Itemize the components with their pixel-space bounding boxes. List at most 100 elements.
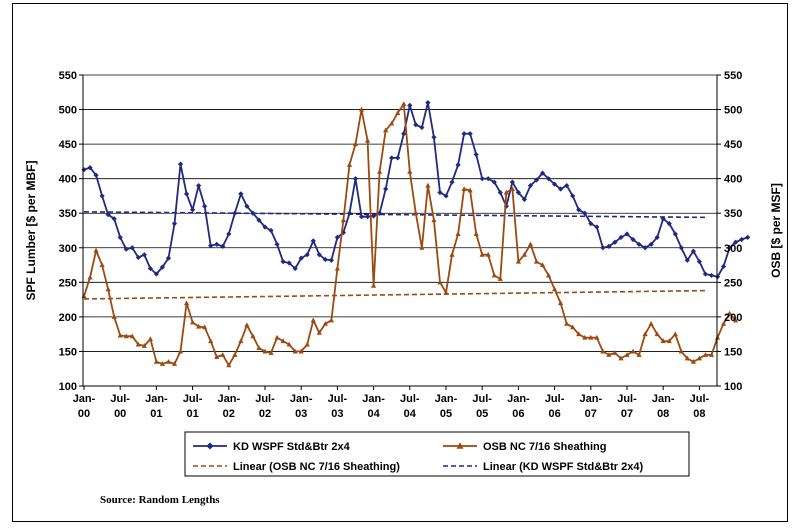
data-point xyxy=(244,203,250,209)
data-point xyxy=(322,321,328,326)
y-tick-label: 400 xyxy=(59,174,77,186)
data-point xyxy=(220,243,226,249)
x-tick-label: Jul- xyxy=(690,393,710,405)
data-point xyxy=(437,279,443,285)
data-point xyxy=(479,251,485,257)
data-point xyxy=(214,241,220,247)
data-point xyxy=(99,193,105,199)
x-tick-label: Jan- xyxy=(507,393,530,405)
data-point xyxy=(672,331,678,337)
y-axis-left-ticks: 100 150 200 250 300 350 400 450 500 550 xyxy=(59,70,83,393)
data-point xyxy=(280,338,286,344)
data-point xyxy=(358,214,365,220)
data-point xyxy=(238,338,244,344)
data-point xyxy=(467,187,473,193)
data-point xyxy=(666,338,672,344)
data-point xyxy=(449,251,455,257)
data-point xyxy=(552,286,558,292)
x-tick-label: 08 xyxy=(693,408,705,420)
data-point xyxy=(618,355,624,361)
data-point xyxy=(123,333,129,339)
x-tick-label: 00 xyxy=(78,408,90,420)
data-point xyxy=(527,241,534,247)
data-point xyxy=(196,323,202,329)
x-tick-label: Jul- xyxy=(255,393,275,405)
data-point xyxy=(304,252,310,258)
chart: 100 150 200 250 300 350 400 450 500 550 100 150 200… xyxy=(24,70,783,477)
data-point xyxy=(582,210,588,216)
data-point xyxy=(141,343,147,348)
data-point xyxy=(268,350,274,355)
data-point xyxy=(570,324,576,330)
data-point xyxy=(733,317,739,323)
legend-label: KD WSPF Std&Btr 2x4 xyxy=(233,441,351,453)
data-point xyxy=(443,193,449,199)
data-point xyxy=(491,179,497,185)
data-point xyxy=(292,265,298,272)
data-point xyxy=(509,186,515,192)
data-point xyxy=(690,359,696,364)
data-point xyxy=(196,182,202,189)
data-point xyxy=(533,258,540,264)
data-point xyxy=(720,263,727,270)
series-lines xyxy=(81,100,751,368)
data-point xyxy=(159,264,166,270)
data-point xyxy=(606,352,612,357)
data-point xyxy=(739,236,745,243)
legend-label: Linear (OSB NC 7/16 Sheathing) xyxy=(233,461,400,473)
data-point xyxy=(358,106,365,112)
data-point xyxy=(672,231,678,237)
x-tick-label: 05 xyxy=(476,408,488,420)
data-point xyxy=(413,122,419,128)
data-point xyxy=(256,217,262,223)
data-point xyxy=(232,210,238,216)
source-note: Source: Random Lengths xyxy=(100,494,220,506)
data-point xyxy=(636,241,642,247)
x-tick-label: 02 xyxy=(259,408,271,420)
data-point xyxy=(678,348,684,354)
data-point xyxy=(461,131,467,137)
data-point xyxy=(612,239,618,245)
data-point xyxy=(371,282,377,288)
data-point xyxy=(262,224,268,230)
data-point xyxy=(594,334,600,340)
x-tick-label: 02 xyxy=(223,408,235,420)
legend-box xyxy=(184,431,690,477)
x-tick-label: 01 xyxy=(150,408,162,420)
data-point xyxy=(286,260,292,266)
data-point xyxy=(364,214,371,220)
data-point xyxy=(377,210,383,216)
y-tick-label: 350 xyxy=(724,208,742,220)
data-point xyxy=(171,361,178,366)
x-tick-label: Jul- xyxy=(110,393,130,405)
series-line xyxy=(83,101,748,278)
data-point xyxy=(304,341,310,347)
data-point xyxy=(576,207,582,213)
data-point xyxy=(702,271,709,277)
data-point xyxy=(618,234,624,241)
y-tick-label: 400 xyxy=(724,174,742,186)
data-point xyxy=(334,234,340,241)
data-point xyxy=(684,257,690,263)
data-point xyxy=(352,176,359,182)
data-point xyxy=(582,334,588,340)
data-point xyxy=(642,245,648,251)
data-point xyxy=(491,272,497,278)
y-tick-label: 200 xyxy=(59,312,77,324)
data-point xyxy=(274,241,280,247)
x-tick-label: Jan- xyxy=(73,393,96,405)
data-point xyxy=(588,334,594,340)
y-tick-label: 100 xyxy=(724,381,742,393)
x-tick-label: 03 xyxy=(295,408,307,420)
x-tick-label: 04 xyxy=(404,408,417,420)
data-point xyxy=(171,220,178,227)
axes xyxy=(82,75,718,387)
data-point xyxy=(431,217,437,223)
data-point xyxy=(461,186,467,192)
data-point xyxy=(515,258,521,264)
data-point xyxy=(268,227,274,234)
data-point xyxy=(81,167,87,173)
data-point xyxy=(286,341,292,347)
data-point xyxy=(570,193,576,199)
data-point xyxy=(636,352,642,357)
